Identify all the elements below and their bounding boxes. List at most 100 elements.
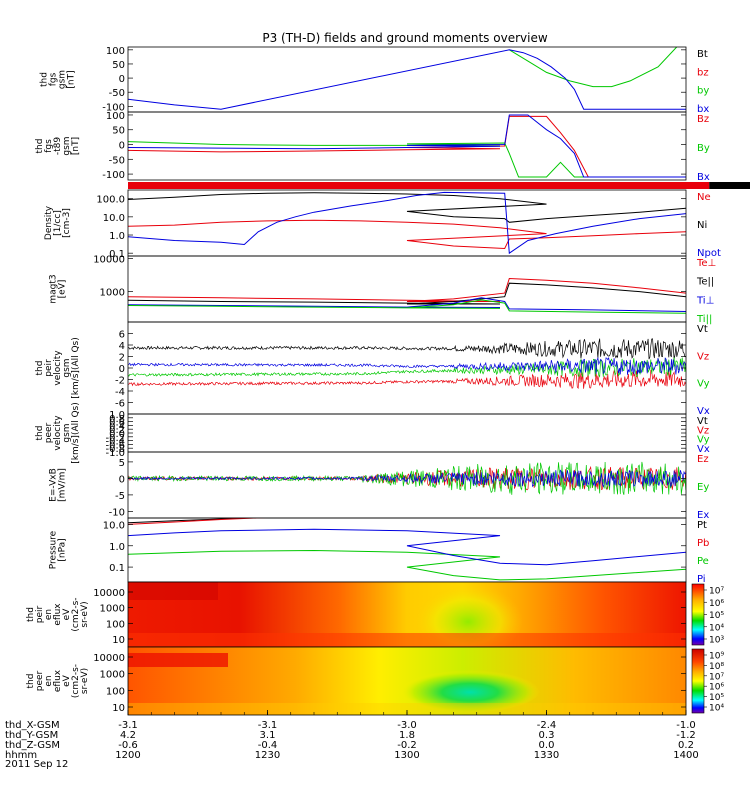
legend-entry-vz: Vz: [697, 425, 709, 436]
y-tick-label: 100: [106, 686, 125, 697]
y-axis-label: fgs: [44, 139, 54, 153]
y-tick-label: 10: [112, 703, 125, 714]
legend-entry-npot: Npot: [697, 248, 721, 259]
y-axis-label: Pressure: [49, 530, 59, 569]
y-tick-label: 0.4: [109, 421, 125, 432]
y-tick-label: 10000: [93, 653, 125, 664]
y-axis-label: gsm: [58, 70, 68, 89]
legend-entry-vy: Vy: [697, 435, 710, 446]
y-axis-label: [nPa]: [58, 538, 68, 561]
colorbar-tick-label: 10⁶: [709, 683, 724, 693]
ephemeris-value: 1200: [115, 750, 140, 761]
panel-frame: [127, 517, 687, 583]
chart-title: P3 (TH-D) fields and ground moments over…: [262, 31, 547, 45]
legend-entry-bz: bz: [697, 67, 709, 78]
y-axis-label: E=-VxB: [49, 468, 59, 502]
legend-entry-ti-: Ti⊥: [696, 295, 714, 306]
panel-peir_spectrogram: 10⁷ 10⁶ 10⁵ 10⁴ 10³ 10000 1000 100 10 thd peir en ef…: [26, 581, 724, 648]
legend-entry-te-: Te⊥: [696, 258, 716, 269]
ephemeris-value: -0.4: [258, 740, 278, 751]
panel-frame: [127, 413, 687, 453]
y-tick-label: 6: [119, 330, 125, 341]
ephemeris-value: -1.2: [676, 730, 696, 741]
panel-fgs_t89: 100 50 0 -50 -100 thd fgs -t89 gsm [nT] Bz By Bx: [35, 111, 710, 183]
y-axis-label: (cm2-s-: [71, 664, 81, 698]
ephemeris-value: 1.8: [399, 730, 415, 741]
y-axis-label: thd: [35, 426, 45, 441]
y-axis-label: thd: [35, 139, 45, 154]
ephemeris-value: -3.1: [258, 720, 278, 731]
y-axis-label: eflux: [53, 669, 63, 692]
mode-bar-segment: [128, 182, 710, 189]
colorbar-tick-label: 10⁶: [709, 599, 724, 609]
legend-entry-bt: Bt: [697, 49, 708, 60]
ephemeris-value: -0.2: [397, 740, 417, 751]
y-axis-label: eV: [62, 674, 72, 687]
y-axis-label: thd: [40, 72, 50, 87]
legend-entry-bx: Bx: [697, 172, 710, 183]
y-tick-label: 4: [119, 341, 125, 352]
y-axis-label: peir: [44, 359, 54, 377]
legend-entry-ti-: Ti||: [696, 314, 712, 325]
y-tick-label: -0.2: [105, 433, 125, 444]
colorbar: [691, 648, 705, 714]
colorbar-tick-label: 10⁴: [709, 623, 724, 633]
y-axis-label: Density: [44, 205, 54, 240]
legend-entry-vt: Vt: [697, 324, 708, 335]
panel-pressure: 10.0 1.0 0.1 Pressure [nPa] Pt Pb Pe Pi: [49, 517, 709, 585]
panel-peer_velocity: 1.00.80.60.40.20.0-0.2-0.4-0.6-0.8-1.0 th…: [35, 402, 710, 464]
y-tick-label: 0: [119, 364, 125, 375]
legend-entry-vx: Vx: [697, 444, 710, 455]
y-tick-label: 0: [119, 474, 125, 485]
ephemeris-value: 0.2: [678, 740, 694, 751]
legend-entry-vt: Vt: [697, 416, 708, 427]
legend-entry-bz: Bz: [697, 114, 709, 125]
y-tick-label: 100.0: [96, 195, 125, 206]
ephemeris-row-label: thd_Y-GSM: [5, 730, 58, 741]
legend-entry-pi: Pi: [697, 574, 706, 585]
legend-entry-ex: Ex: [697, 510, 709, 521]
ephemeris-row-label: thd_Z-GSM: [5, 740, 60, 751]
y-axis-label: peer: [44, 422, 54, 443]
y-axis-label: [km/s](All Qs): [71, 402, 81, 464]
y-tick-label: 100: [106, 111, 125, 122]
y-tick-label: 0.2: [109, 425, 125, 436]
y-tick-label: 2: [119, 353, 125, 364]
legend-entry-ey: Ey: [697, 482, 709, 493]
y-tick-label: 1.0: [109, 542, 125, 553]
y-axis-label: gsm: [62, 423, 72, 442]
y-axis-label: velocity: [53, 415, 63, 451]
series-ti-: [128, 297, 686, 314]
y-axis-label: en: [44, 609, 54, 620]
y-tick-label: 0.6: [109, 418, 125, 429]
y-tick-label: 10000: [93, 588, 125, 599]
ephemeris-value: -2.4: [537, 720, 557, 731]
ephemeris-value: 0.3: [539, 730, 555, 741]
series-te-: [128, 277, 686, 310]
y-tick-label: -0.8: [105, 444, 125, 455]
series-ti-: [128, 299, 686, 316]
legend-entry-pe: Pe: [697, 556, 709, 567]
ephemeris-value: 1230: [255, 750, 280, 761]
y-tick-label: 0.1: [109, 249, 125, 260]
y-tick-label: -50: [109, 88, 125, 99]
colorbar: [691, 583, 705, 646]
y-axis-label: thd: [26, 607, 36, 622]
ephemeris-row-label: hhmm: [5, 750, 37, 761]
legend-entry-ne: Ne: [697, 192, 711, 203]
y-tick-label: 0: [119, 141, 125, 152]
y-tick-label: 0.8: [109, 414, 125, 425]
y-tick-label: 0.0: [109, 429, 125, 440]
y-axis-label: [1/cc]: [53, 210, 63, 236]
series-te-: [128, 282, 686, 313]
y-axis-label: [cm-3]: [62, 208, 72, 238]
ephemeris-value: 1400: [673, 750, 698, 761]
legend-entry-pb: Pb: [697, 538, 709, 549]
colorbar-tick-label: 10⁵: [709, 611, 724, 621]
panel-fgs: 100 50 0 -50 -100 thd fgs gsm [nT] Bt bz by bx: [40, 46, 710, 115]
y-axis-label: [nT]: [71, 137, 81, 155]
legend-entry-by: by: [697, 86, 709, 97]
y-tick-label: -2: [115, 376, 125, 387]
